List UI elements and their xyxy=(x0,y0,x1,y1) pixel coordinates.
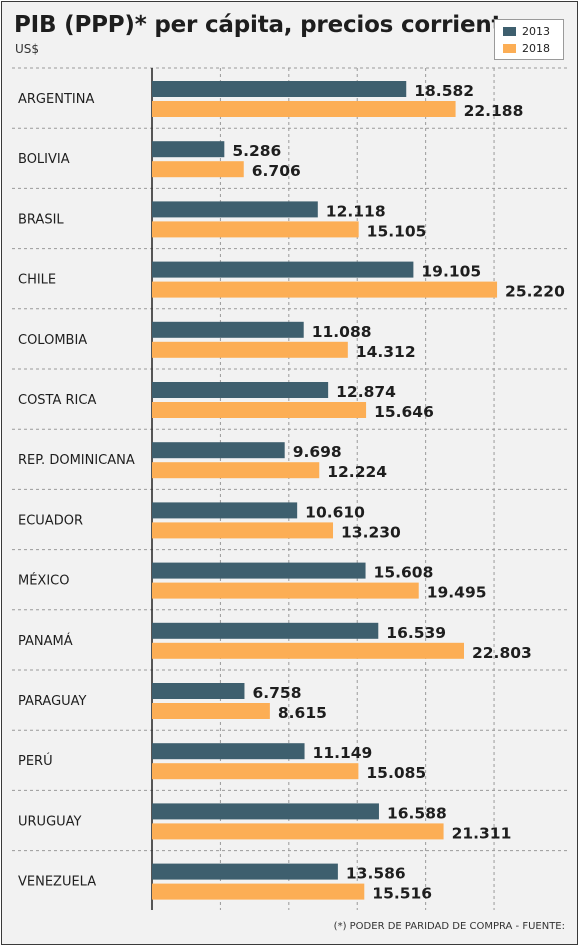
data-label-2018: 19.495 xyxy=(427,584,487,602)
data-label-2013: 12.874 xyxy=(336,383,396,401)
data-label-2018: 25.220 xyxy=(505,283,565,301)
legend-item-2013: 2013 xyxy=(503,24,550,38)
legend-label-2018: 2018 xyxy=(522,41,550,55)
bar-2018 xyxy=(152,341,348,358)
category-label: COSTA RICA xyxy=(18,393,96,408)
data-label-2018: 6.706 xyxy=(252,162,301,180)
bar-2018 xyxy=(152,582,419,599)
bar-2018 xyxy=(152,763,359,780)
bar-2013 xyxy=(152,863,338,880)
data-label-2013: 9.698 xyxy=(293,443,342,461)
category-label: PANAMÁ xyxy=(18,633,73,649)
bar-2013 xyxy=(152,562,366,579)
unit-label: US$ xyxy=(15,42,40,56)
data-label-2018: 22.803 xyxy=(472,644,532,662)
bar-2018 xyxy=(152,642,464,659)
data-label-2013: 10.610 xyxy=(305,503,365,521)
category-label: ECUADOR xyxy=(18,513,83,528)
legend-item-2018: 2018 xyxy=(503,41,550,55)
bar-2018 xyxy=(152,161,244,178)
bar-2013 xyxy=(152,261,414,278)
data-label-2013: 16.539 xyxy=(386,624,446,642)
category-label: COLOMBIA xyxy=(18,333,87,348)
category-label: MÉXICO xyxy=(18,573,69,589)
bar-2018 xyxy=(152,703,270,719)
chart-title: PIB (PPP)* per cápita, precios corriente… xyxy=(14,12,532,38)
legend-swatch-2013 xyxy=(503,26,516,36)
category-label: CHILE xyxy=(18,273,56,288)
bar-2018 xyxy=(152,883,365,900)
footnote: (*) PODER DE PARIDAD DE COMPRA - FUENTE: xyxy=(333,921,565,932)
category-label: BOLIVIA xyxy=(18,152,70,167)
legend-label-2013: 2013 xyxy=(522,24,550,38)
data-label-2013: 6.758 xyxy=(252,684,301,702)
bar-2013 xyxy=(152,442,285,459)
bar-2018 xyxy=(152,522,334,539)
bar-2013 xyxy=(152,683,245,699)
bar-2013 xyxy=(152,201,318,218)
data-label-2013: 16.588 xyxy=(387,804,447,822)
bar-2013 xyxy=(152,141,225,158)
data-label-2013: 12.118 xyxy=(326,202,386,220)
data-label-2018: 15.646 xyxy=(374,403,434,421)
data-label-2018: 21.311 xyxy=(452,824,512,842)
category-label: URUGUAY xyxy=(18,814,82,829)
data-label-2013: 5.286 xyxy=(232,142,281,160)
data-label-2013: 15.608 xyxy=(374,564,434,582)
data-label-2013: 11.088 xyxy=(312,323,372,341)
bar-2013 xyxy=(152,321,304,338)
bar-2013 xyxy=(152,502,298,519)
data-label-2018: 15.105 xyxy=(367,222,427,240)
category-label: REP. DOMINICANA xyxy=(18,453,135,468)
legend-swatch-2018 xyxy=(503,43,516,53)
data-label-2018: 22.188 xyxy=(464,102,524,120)
data-label-2018: 14.312 xyxy=(356,343,416,361)
bar-2013 xyxy=(152,743,305,760)
category-label: ARGENTINA xyxy=(18,92,94,107)
bar-2018 xyxy=(152,281,498,298)
bar-2013 xyxy=(152,622,379,639)
category-label: BRASIL xyxy=(18,212,64,227)
data-label-2013: 18.582 xyxy=(414,82,474,100)
category-label: VENEZUELA xyxy=(18,875,96,890)
data-label-2018: 15.516 xyxy=(372,885,432,903)
data-label-2013: 19.105 xyxy=(421,263,481,281)
data-label-2013: 13.586 xyxy=(346,865,406,883)
bar-2013 xyxy=(152,803,379,820)
data-label-2018: 15.085 xyxy=(366,764,426,782)
bar-2013 xyxy=(152,81,407,97)
data-label-2018: 13.230 xyxy=(341,523,401,541)
category-label: PARAGUAY xyxy=(18,694,87,709)
legend: 2013 2018 xyxy=(494,19,564,60)
bar-2018 xyxy=(152,462,320,479)
bar-2018 xyxy=(152,101,456,117)
category-label: PERÚ xyxy=(18,753,53,769)
bar-2018 xyxy=(152,221,359,238)
data-label-2013: 11.149 xyxy=(313,744,373,762)
data-label-2018: 12.224 xyxy=(327,463,387,481)
bar-2018 xyxy=(152,402,367,418)
bar-2013 xyxy=(152,382,329,398)
bar-2018 xyxy=(152,823,444,840)
data-label-2018: 8.615 xyxy=(278,704,327,722)
